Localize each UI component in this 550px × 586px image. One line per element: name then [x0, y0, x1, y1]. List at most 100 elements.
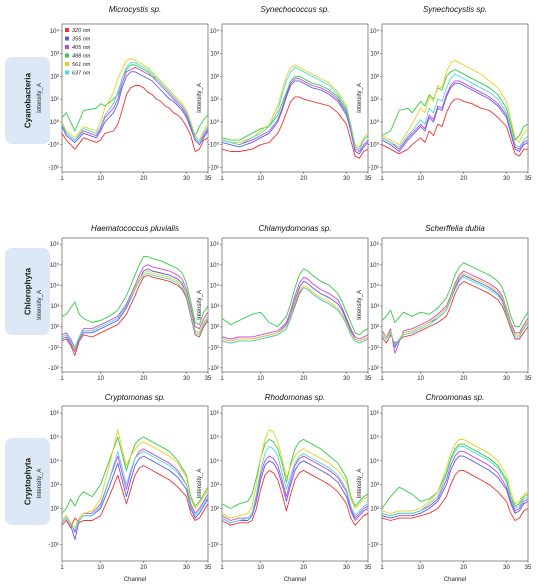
plot-frame — [61, 237, 209, 373]
series-line-355-nm — [221, 80, 369, 155]
x-tick-label: 30 — [503, 376, 510, 382]
x-axis-label: Channel — [444, 577, 466, 583]
y-tick-label: 10² — [50, 507, 59, 513]
y-tick-label: 10⁴ — [50, 458, 60, 465]
x-tick-label: 10 — [97, 176, 104, 182]
plot-frame — [61, 23, 209, 173]
x-tick-label: 1 — [60, 376, 64, 382]
x-tick-label: 35 — [205, 176, 212, 182]
series-line-355-nm — [61, 455, 209, 540]
y-tick-label: 10⁶ — [370, 241, 380, 248]
x-tick-label: 30 — [343, 376, 350, 382]
x-tick-label: 20 — [140, 376, 147, 382]
x-tick-label: 30 — [343, 176, 350, 182]
panel-haematococcus-pluvialis: Haematococcus pluvialis -10² -10¹ 10² 10³ 10⁴… — [37, 224, 212, 382]
series-line-561-nm — [381, 272, 529, 346]
y-tick-label: 10⁶ — [210, 410, 220, 417]
series-line-320-nm — [221, 469, 369, 526]
series-line-637-nm — [61, 62, 209, 143]
panel-title: Haematococcus pluvialis — [91, 224, 179, 233]
group-label-cyanobacteria: Cyanobacteria — [24, 72, 33, 128]
x-tick-label: 35 — [205, 565, 212, 571]
plot-frame — [381, 405, 529, 562]
series-line-320-nm — [381, 280, 529, 344]
x-tick-label: 1 — [60, 176, 64, 182]
series-line-637-nm — [61, 450, 209, 531]
y-axis-label: Intensity_A — [37, 83, 43, 113]
legend-swatch — [65, 36, 69, 41]
y-axis-label: Intensity_A — [197, 290, 203, 320]
legend-entry: 488 nm — [72, 54, 91, 60]
series-line-488-nm — [221, 438, 369, 509]
panel-synechocystis-sp-: Synechocystis sp. -10¹ -10⁰ 10⁰ 10¹ 10² 10³ 10⁴… — [357, 5, 532, 182]
y-tick-label: -10² — [208, 366, 219, 372]
group-label-box — [5, 248, 50, 335]
y-tick-label: -10¹ — [48, 542, 59, 548]
x-tick-label: 10 — [97, 376, 104, 382]
y-tick-label: 10⁵ — [50, 262, 60, 269]
series-line-637-nm — [381, 73, 529, 148]
y-tick-label: 10⁴ — [50, 282, 60, 289]
y-tick-label: -10² — [48, 366, 59, 372]
series-line-355-nm — [221, 460, 369, 524]
x-tick-label: 35 — [525, 376, 532, 382]
panel-title: Scherffelia dubia — [425, 224, 485, 233]
series-line-320-nm — [221, 96, 369, 159]
x-tick-label: 30 — [343, 565, 350, 571]
y-tick-label: 10⁰ — [370, 119, 380, 126]
y-tick-label: 10³ — [50, 304, 59, 310]
series-line-561-nm — [221, 64, 369, 148]
y-axis-label: Intensity_A — [357, 290, 363, 320]
y-tick-label: 10³ — [50, 52, 59, 58]
x-tick-label: 35 — [525, 176, 532, 182]
plot-frame — [221, 405, 369, 562]
x-tick-label: 20 — [460, 565, 467, 571]
y-tick-label: 10² — [50, 74, 59, 80]
series-line-405-nm — [381, 270, 529, 354]
series-line-320-nm — [381, 469, 529, 521]
panel-rhodomonas-sp-: Rhodomonas sp. -10¹ 10² 10³ 10⁴ 10⁵ 10⁶ Intensi… — [197, 393, 372, 583]
x-tick-label: 20 — [300, 176, 307, 182]
group-label-box — [5, 57, 50, 144]
x-tick-label: 35 — [205, 376, 212, 382]
plot-frame — [381, 237, 529, 373]
legend: 320 nm 355 nm 405 nm 488 nm 561 nm 637 nm — [65, 28, 91, 77]
series-line-488-nm — [221, 268, 369, 336]
y-tick-label: 10² — [370, 74, 379, 80]
y-tick-label: -10¹ — [48, 165, 59, 171]
y-axis-label: Intensity_A — [197, 469, 203, 499]
panel-title: Synechococcus sp. — [261, 5, 330, 14]
series-line-561-nm — [381, 59, 529, 146]
y-axis-label: Intensity_A — [357, 469, 363, 499]
y-tick-label: -10¹ — [208, 542, 219, 548]
panel-title: Rhodomonas sp. — [265, 393, 325, 402]
y-tick-label: 10¹ — [50, 97, 59, 103]
series-line-488-nm — [61, 436, 209, 514]
series-line-405-nm — [381, 80, 529, 150]
y-tick-label: 10⁴ — [370, 282, 380, 289]
y-tick-label: 10⁴ — [50, 28, 60, 35]
panel-cryptomonas-sp-: Cryptomonas sp. -10¹ 10² 10³ 10⁴ 10⁵ 10⁶ Intens… — [37, 393, 212, 583]
x-tick-label: 1 — [220, 376, 224, 382]
legend-entry: 561 nm — [72, 62, 91, 68]
y-axis-label: Intensity_A — [37, 469, 43, 499]
x-tick-label: 10 — [417, 565, 424, 571]
x-tick-label: 35 — [365, 376, 372, 382]
series-line-561-nm — [381, 438, 529, 514]
series-line-561-nm — [61, 429, 209, 529]
series-line-320-nm — [381, 98, 528, 157]
y-tick-label: 10³ — [370, 483, 379, 489]
x-tick-label: 30 — [183, 176, 190, 182]
y-tick-label: 10⁵ — [210, 262, 220, 269]
legend-swatch — [65, 45, 69, 49]
y-tick-label: 10⁰ — [210, 119, 220, 126]
x-tick-label: 10 — [257, 376, 264, 382]
x-tick-label: 35 — [365, 176, 372, 182]
y-tick-label: -10² — [368, 366, 379, 372]
x-tick-label: 35 — [525, 565, 532, 571]
y-tick-label: 10³ — [210, 483, 219, 489]
x-tick-label: 10 — [257, 176, 264, 182]
x-tick-label: 10 — [417, 376, 424, 382]
panel-chlamydomonas-sp-: Chlamydomonas sp. -10² -10¹ 10² 10³ 10⁴ 10⁵ 10⁶… — [197, 224, 372, 382]
x-tick-label: 1 — [380, 565, 384, 571]
